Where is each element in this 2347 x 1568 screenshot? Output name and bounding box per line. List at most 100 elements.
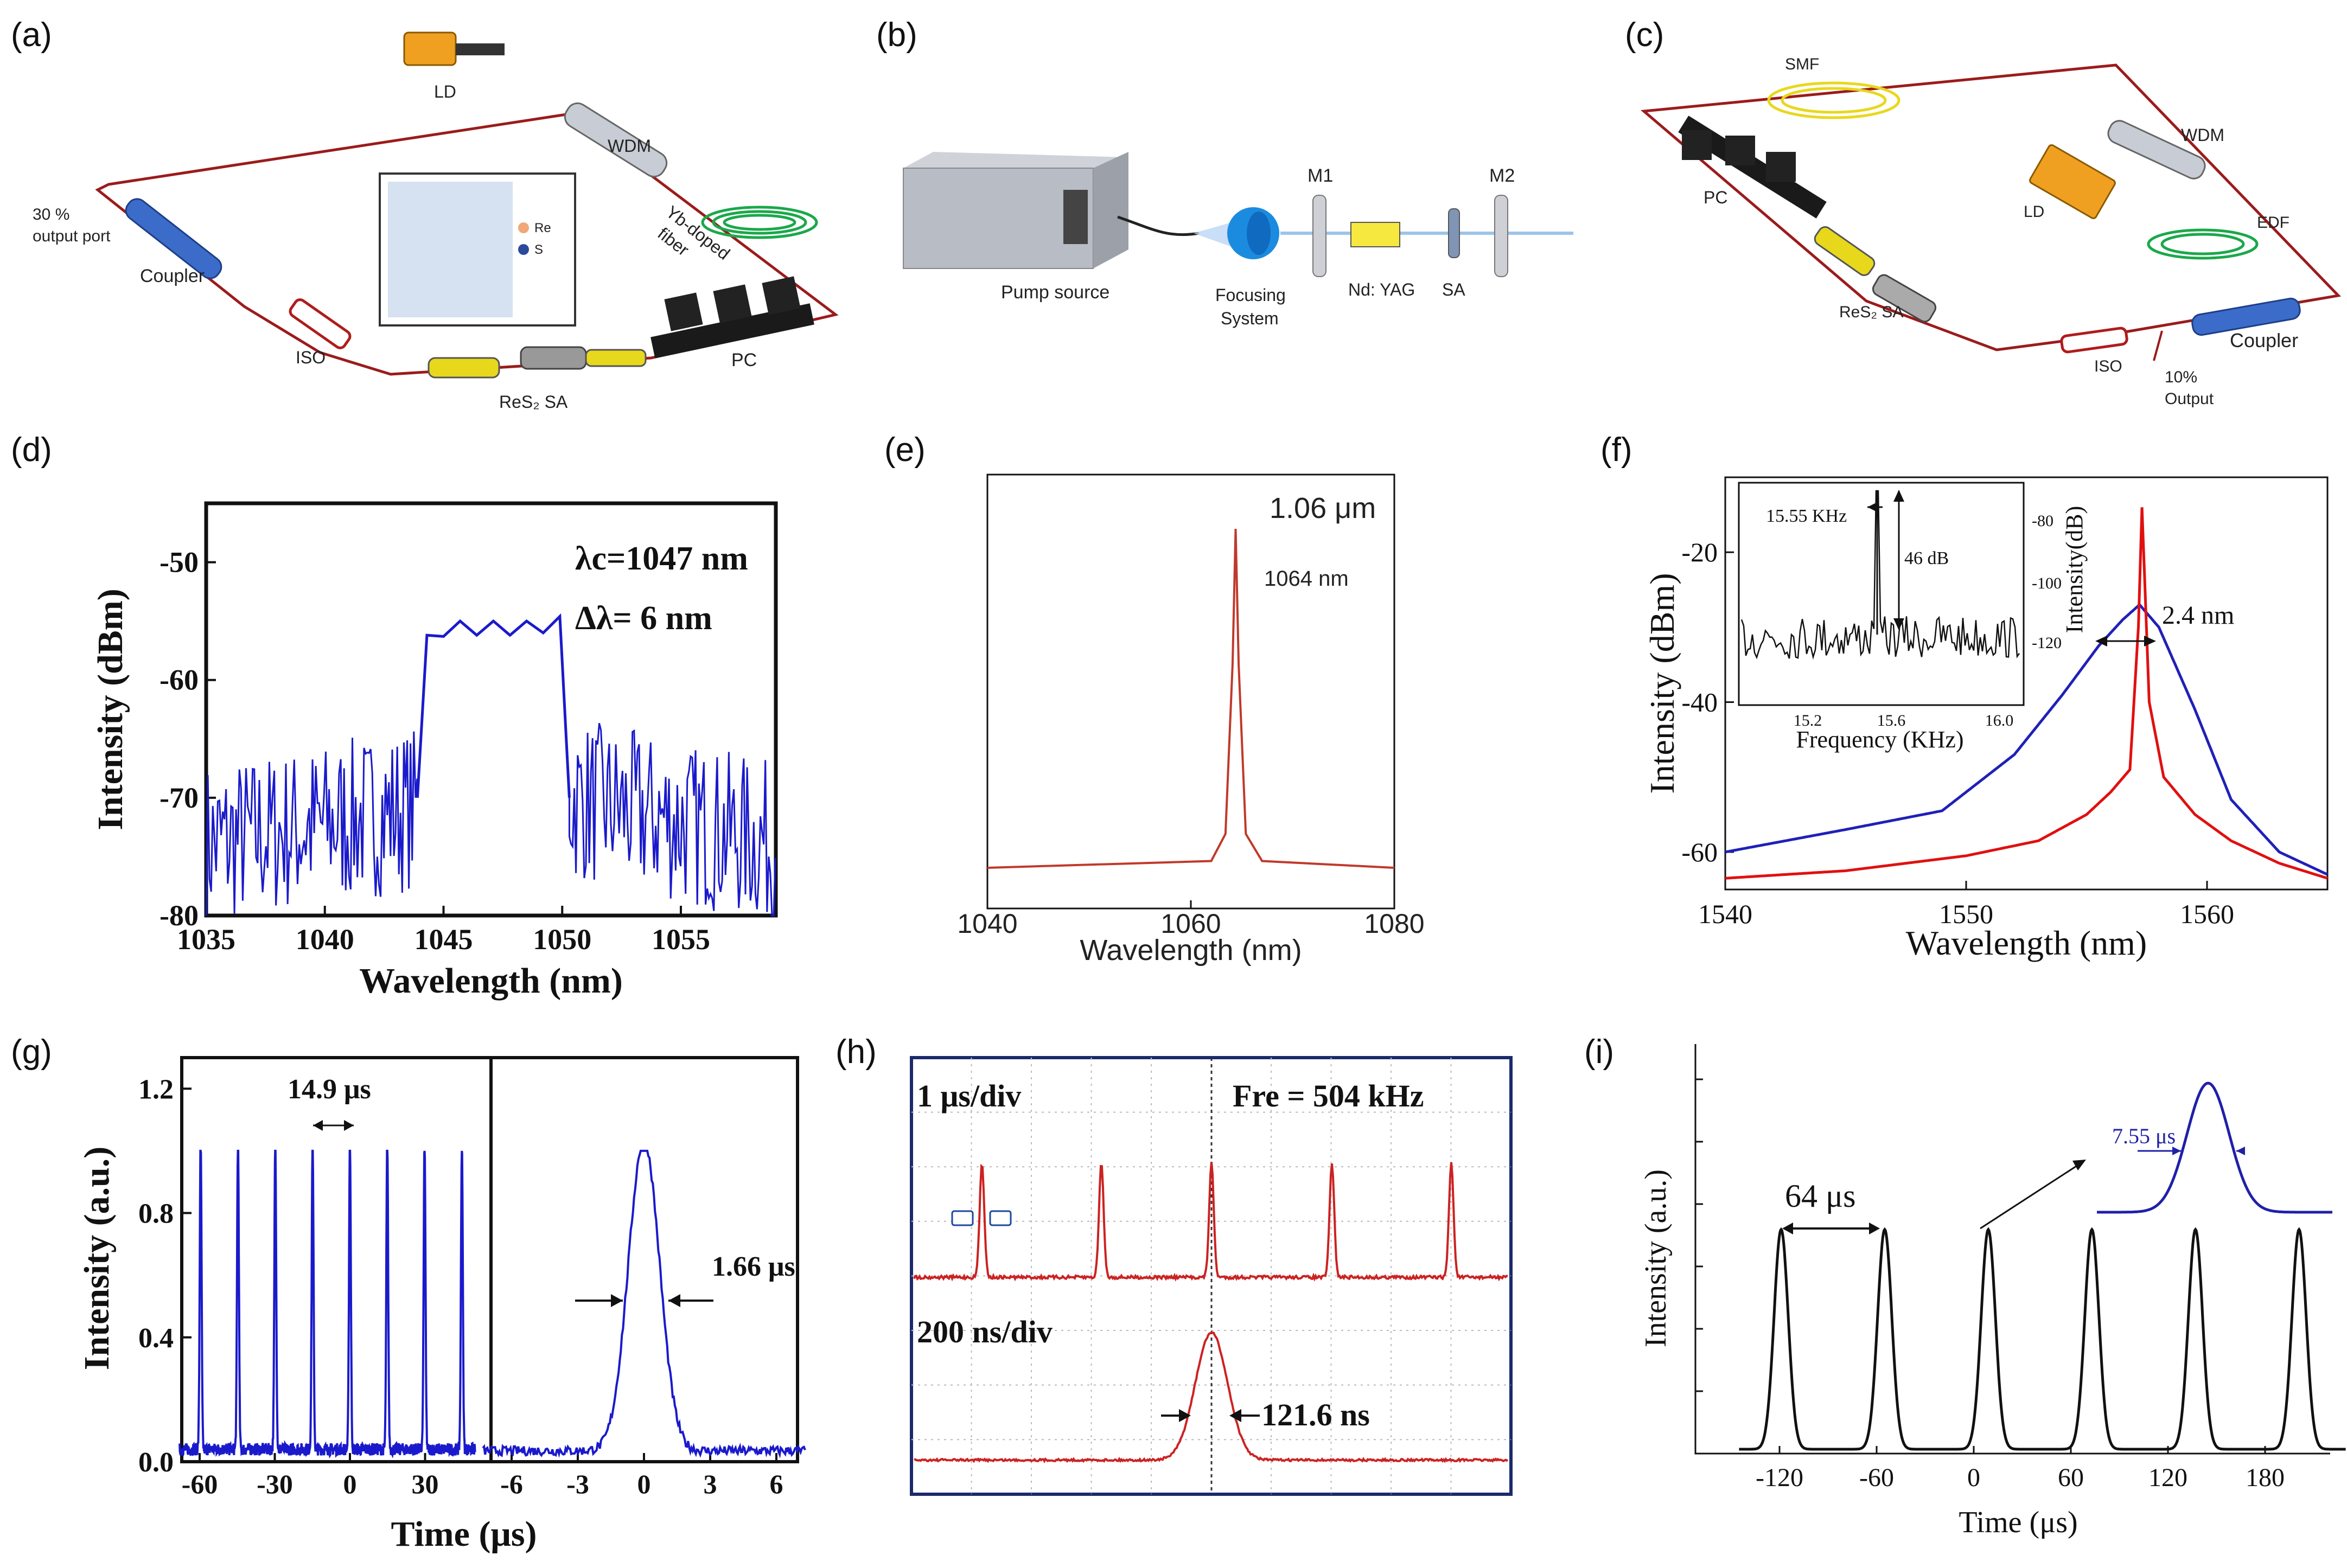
chart-g-left-xtick-label: -60	[182, 1469, 218, 1499]
ld-component-c	[2029, 144, 2116, 219]
output-label-2: output port	[33, 227, 111, 245]
sa-label-c: ReS₂ SA	[1839, 303, 1903, 321]
pc-component-c	[1678, 116, 1827, 219]
chart-g: 0.00.40.81.2-60 -30 0 30 -6 -3 0 3 6 14.9 μs 1.6…	[77, 1056, 806, 1554]
chart-f-series-blue	[1725, 603, 2329, 876]
chart-d-xtick-label: 1055	[652, 923, 710, 956]
chart-f-ytick-label: -20	[1681, 537, 1718, 567]
chart-g-annotation-width: 1.66 μs	[712, 1251, 795, 1282]
chart-f-inset-ytick-2: -120	[2032, 634, 2062, 652]
panel-a-diagram: LD WDM Yb-doped fiber 30 % output port C…	[33, 31, 839, 412]
edf-label: EDF	[2257, 214, 2289, 232]
chart-g-ytick-label: 0.0	[138, 1447, 174, 1478]
chart-f-frame	[1724, 476, 2329, 891]
iso-label: ISO	[296, 348, 326, 367]
chart-f-inset: 15.55 KHz 46 dB 15.2 15.6 16.0 Frequency…	[1738, 482, 2088, 753]
legend-s-label: S	[534, 242, 543, 257]
chart-f-inset-ytick-0: -80	[2032, 512, 2053, 530]
chart-f-ytick-label: -40	[1681, 687, 1718, 718]
chart-i-xlabel: Time (μs)	[1959, 1506, 2077, 1539]
chart-g-left-xtick-label: -30	[257, 1469, 293, 1499]
chart-d-annotation-lambda-c: λc=1047 nm	[575, 540, 748, 577]
chart-d-ytick-label: -60	[160, 664, 199, 696]
m2-label: M2	[1489, 165, 1515, 186]
chart-h: 1 μs/div Fre = 504 kHz 200 ns/div 121.6 …	[910, 1056, 1513, 1496]
chart-g-annotation-period: 14.9 μs	[288, 1074, 371, 1105]
chart-i-pulse-train	[1739, 1227, 2346, 1451]
chart-g-left-xtick-label: 0	[343, 1469, 357, 1499]
chart-d-ticks: 1035 1040 1045 1050 1055 -80 -70 -60 -50	[160, 546, 710, 956]
output-label-c-2: Output	[2165, 390, 2214, 408]
chart-e: 1040 1060 1080 1.06 μm 1064 nm Wavelength …	[957, 473, 1425, 967]
chart-g-ytick-label: 1.2	[138, 1074, 174, 1105]
chart-f-inset-annotation-freq: 15.55 KHz	[1766, 506, 1847, 526]
iso-component	[289, 298, 352, 349]
lattice-inset: Re S	[379, 172, 576, 327]
coupler-label: Coupler	[140, 266, 205, 286]
mirror-m2	[1494, 195, 1508, 277]
chart-f-xlabel: Wavelength (nm)	[1906, 924, 2147, 962]
panel-label-e: (e)	[884, 431, 926, 469]
chart-f-xtick-label: 1550	[1939, 899, 1993, 929]
chart-g-right-xtick-label: 3	[704, 1469, 717, 1499]
chart-g-ytick-label: 0.4	[138, 1323, 174, 1354]
chart-f-inset-xlabel: Frequency (KHz)	[1796, 726, 1963, 753]
mirror-m1	[1312, 195, 1326, 277]
m1-label: M1	[1308, 165, 1333, 186]
chart-e-spectrum	[987, 528, 1395, 869]
chart-h-annotation-timebase-1: 1 μs/div	[917, 1078, 1021, 1113]
chart-g-xlabel: Time (μs)	[391, 1514, 537, 1554]
chart-h-annotation-width: 121.6 ns	[1261, 1397, 1370, 1432]
chart-f: 1540 1550 1560 -60 -40 -20 Wavelength (nm) In…	[1643, 476, 2329, 962]
chart-f-series-red	[1725, 507, 2328, 880]
panel-label-c: (c)	[1625, 16, 1664, 54]
chart-g-right-xtick-label: 0	[637, 1469, 651, 1499]
chart-d-xtick-label: 1035	[177, 923, 235, 956]
focusing-label-1: Focusing	[1215, 285, 1286, 305]
chart-i-annotation-period: 64 μs	[1785, 1178, 1856, 1214]
coupler-label-c: Coupler	[2230, 329, 2298, 351]
chart-d: 1035 1040 1045 1050 1055 -80 -70 -60 -50 λc=1047…	[91, 501, 778, 1001]
iso-component-c	[2060, 327, 2128, 354]
chart-f-inset-annotation-db: 46 dB	[1904, 548, 1949, 568]
panel-c-diagram: SMF WDM PC LD EDF ReS₂ SA ISO	[1640, 55, 2342, 408]
chart-f-inset-ylabel: Intensity(dB)	[2061, 506, 2088, 633]
coupler-component-c	[2191, 297, 2301, 336]
iso-label-c: ISO	[2094, 357, 2122, 375]
ld-label-c: LD	[2024, 203, 2044, 221]
chart-e-xtick-label: 1080	[1364, 908, 1424, 939]
chart-g-ylabel: Intensity (a.u.)	[77, 1147, 117, 1371]
chart-d-xlabel: Wavelength (nm)	[359, 961, 623, 1001]
chart-f-inset-xtick-2: 16.0	[1985, 712, 2014, 729]
ld-label: LD	[434, 82, 456, 101]
chart-i: -120 -60 0 60 120 180 64 μs 7.55 μs Time (μs)…	[1639, 1044, 2346, 1539]
chart-i-ticks: -120 -60 0 60 120 180	[1695, 1078, 2285, 1492]
chart-h-grid	[911, 1058, 1511, 1494]
chart-g-ytick-label: 0.8	[138, 1199, 174, 1230]
sa-label: ReS₂ SA	[499, 392, 568, 412]
smf-coil	[1767, 81, 1900, 119]
chart-i-xtick-label: 120	[2148, 1463, 2187, 1492]
output-label-c-1: 10%	[2165, 368, 2197, 386]
chart-f-inset-ytick-1: -100	[2032, 574, 2062, 592]
chart-d-xtick-label: 1045	[414, 923, 473, 956]
smf-label: SMF	[1785, 55, 1819, 73]
sa-label-b: SA	[1442, 280, 1465, 299]
sa-connector-c	[1814, 226, 1937, 323]
sa-plate	[1448, 208, 1460, 258]
chart-h-trace-top	[913, 1162, 1508, 1282]
panel-b-diagram: Pump source Focusing System M1 Nd: YAG S…	[903, 152, 1573, 328]
chart-e-xlabel: Wavelength (nm)	[1080, 934, 1302, 967]
chart-f-ytick-label: -60	[1681, 837, 1718, 867]
chart-e-annotation-um: 1.06 μm	[1270, 492, 1376, 524]
panel-label-a: (a)	[11, 16, 52, 54]
chart-g-right-xtick-label: -6	[500, 1469, 523, 1499]
chart-g-left-xtick-label: 30	[412, 1469, 439, 1499]
chart-i-xtick-label: -120	[1756, 1463, 1803, 1492]
chart-f-inset-xtick-1: 15.6	[1877, 712, 1906, 729]
sa-connector	[428, 346, 647, 379]
chart-d-ylabel: Intensity (dBm)	[91, 588, 130, 830]
chart-e-xtick-label: 1060	[1160, 908, 1221, 939]
wdm-label-c: WDM	[2181, 125, 2224, 145]
chart-i-xtick-label: 0	[1967, 1463, 1980, 1492]
